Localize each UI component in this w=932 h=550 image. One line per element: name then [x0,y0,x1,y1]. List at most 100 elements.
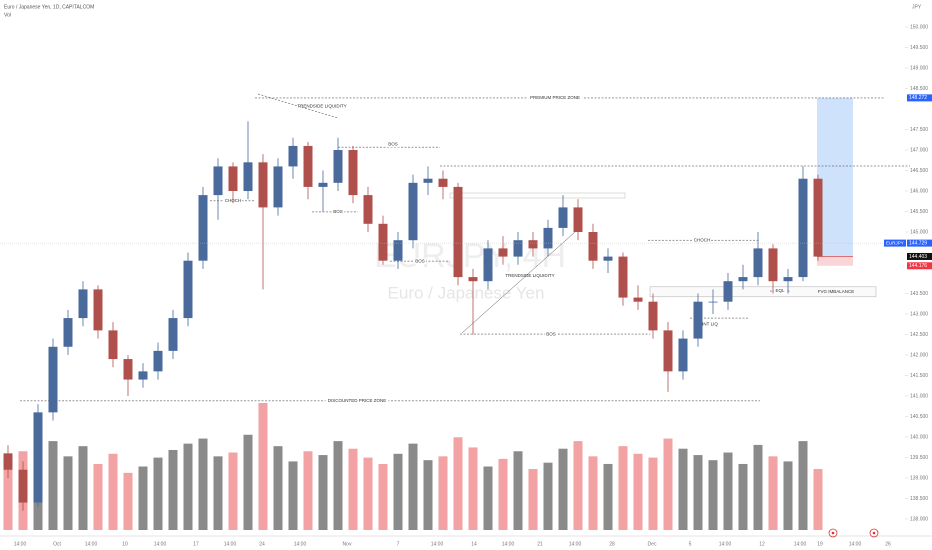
candle-body [93,289,103,331]
y-tick-label: 142.500 [910,332,928,338]
annotation-bg [544,331,558,338]
candle-body [3,453,13,470]
volume-bar [618,446,628,530]
volume-bar [408,443,418,530]
volume-bar [303,451,313,530]
volume-bar [513,451,523,530]
price-tag [907,94,932,102]
volume-bar [648,457,658,530]
candle-body [333,150,343,183]
annotation-bg [693,237,711,244]
volume-bar [78,446,88,530]
x-tick-label: 14:00 [502,541,515,547]
candle-body [588,232,598,261]
candle-body [138,371,148,380]
volume-bar [738,463,748,530]
annotation-bg [773,288,787,295]
x-tick-label: 14:00 [14,541,27,547]
volume-bar [603,463,613,530]
candle-body [813,178,823,257]
annotation-bg [325,397,389,404]
y-tick-label: 146.500 [910,168,928,174]
candle-body [303,145,313,187]
candle-body [453,186,463,278]
candle-body [18,469,28,503]
event-icon[interactable] [869,528,879,538]
candle-body [678,338,688,372]
volume-bar [138,466,148,530]
candle-body [768,248,778,282]
candle-body [798,178,808,278]
annotation-label: INT LIQ [702,321,718,326]
annotation-label: BOS [415,258,425,263]
diag-line [461,231,576,334]
stop-zone [817,256,853,266]
candle-body [618,256,628,298]
candle-body [513,240,523,257]
candle-body [603,256,613,261]
volume-bar [63,456,73,530]
candle-body [258,162,268,208]
x-tick-label: 12 [759,541,765,547]
chart-title: Euro / Japanese Yen, 1D, CAPITALCOM [4,4,94,10]
volume-bar [198,438,208,530]
candle-body [423,178,433,183]
candle-body [288,145,298,167]
volume-bar [543,462,553,530]
candle-body [483,248,493,282]
volume-bar [783,461,793,530]
x-tick-label: 28 [609,541,615,547]
annotation-bg [386,141,400,148]
x-tick-label: Oct [53,541,61,547]
y-tick-label: 146.000 [910,188,928,194]
x-tick-label: 14:00 [569,541,582,547]
x-tick-label: 14:00 [431,541,444,547]
candle-body [183,260,193,319]
candle-body [393,240,403,261]
y-tick-label: 138.500 [910,496,928,502]
candle-body [123,359,133,380]
volume-bar [768,456,778,530]
volume-bar [318,455,328,530]
candle-body [783,277,793,282]
volume-bar [363,457,373,530]
candle-body [573,207,583,233]
price-tag-label: 148.272 [909,95,927,101]
candle-body [528,240,538,249]
candle-body [213,166,223,196]
volume-bar [483,466,493,530]
volume-bar [423,460,433,530]
x-tick-label: 26 [885,541,891,547]
volume-bar [228,452,238,530]
volume-bar [678,448,688,530]
candle-body [153,350,163,372]
y-tick-label: 140.500 [910,414,928,420]
volume-bar [753,444,763,530]
candle-body [243,162,253,192]
currency: JPY [912,4,922,10]
x-tick-label: 14:00 [849,541,862,547]
x-tick-label: Dec [648,541,657,547]
y-tick-label: 142.000 [910,352,928,358]
event-icon-dot [872,531,876,535]
volume-bar [3,460,13,530]
y-tick-label: 147.500 [910,127,928,133]
y-tick-label: 147.000 [910,147,928,153]
annotation-label: EQL [775,288,785,293]
volume-bar [573,441,583,530]
volume-bar [813,469,823,530]
candle-body [108,330,118,360]
volume-bar [393,453,403,530]
volume-bar [693,455,703,530]
candle-body [648,301,658,331]
event-icon[interactable] [828,528,838,538]
annotation-label: DISCOUNTED PRICE ZONE [328,398,387,403]
x-tick-label: 14 [471,541,477,547]
y-tick-label: 150.000 [910,24,928,30]
volume-bar [108,453,118,530]
x-tick-label: 14:00 [794,541,807,547]
y-tick-label: 141.500 [910,373,928,379]
y-tick-label: 149.000 [910,65,928,71]
candle-body [708,301,718,303]
y-tick-label: 143.500 [910,291,928,297]
